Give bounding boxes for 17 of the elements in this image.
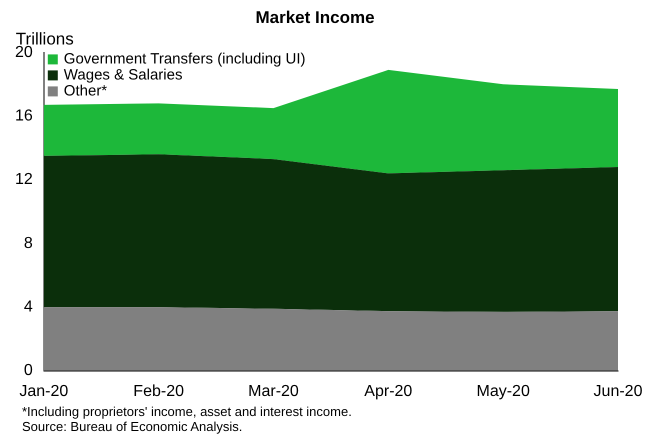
y-tick-label: 0 — [24, 362, 33, 380]
y-tick-label: 8 — [24, 234, 33, 252]
x-tick-label: Mar-20 — [248, 382, 299, 400]
y-tick-label: 12 — [15, 171, 33, 188]
legend-label: Government Transfers (including UI) — [64, 50, 306, 68]
legend-label: Wages & Salaries — [64, 66, 182, 84]
text: *Including proprietors' income, asset and interest income. — [22, 404, 353, 419]
legend-label: Other* — [64, 82, 108, 100]
x-tick-label: Feb-20 — [133, 382, 184, 400]
x-tick-label: Jun-20 — [594, 382, 643, 400]
y-tick-label: 16 — [15, 107, 33, 124]
chart-title: Market Income — [255, 8, 375, 27]
y-tick-label: 4 — [24, 298, 33, 316]
x-tick-label: Apr-20 — [364, 382, 412, 400]
x-tick-label: Jan-20 — [19, 382, 68, 400]
x-tick-label: May-20 — [476, 382, 530, 400]
source-note: Source: Bureau of Economic Analysis. — [22, 419, 244, 434]
